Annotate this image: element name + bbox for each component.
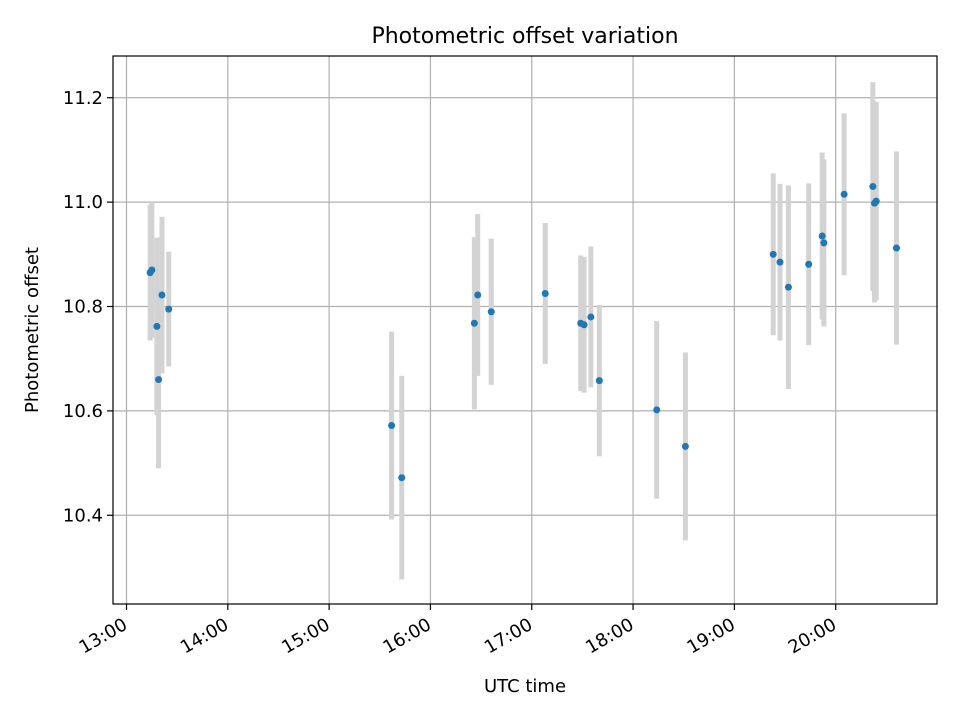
data-point: [595, 377, 603, 385]
x-axis-label: UTC time: [484, 676, 566, 697]
data-point: [155, 376, 163, 384]
data-point: [474, 291, 482, 299]
data-point: [148, 266, 156, 274]
chart-title: Photometric offset variation: [371, 24, 678, 49]
data-point: [818, 232, 826, 240]
data-point: [872, 197, 880, 205]
data-point: [840, 190, 848, 198]
data-point: [165, 305, 173, 313]
data-point: [153, 322, 161, 330]
plot-frame: [112, 55, 938, 605]
x-tick-label: 19:00: [683, 614, 738, 658]
y-axis-label: Photometric offset: [22, 247, 43, 413]
y-tick-label: 10.8: [63, 297, 103, 318]
data-point: [470, 319, 478, 327]
x-tick-label: 13:00: [76, 614, 131, 658]
x-tick-label: 14:00: [177, 614, 232, 658]
data-point: [158, 291, 166, 299]
x-axis-ticks: 13:00 14:00 15:00 16:00 17:00 18:00 19:00 20:00: [76, 604, 840, 658]
x-tick-label: 20:00: [785, 614, 840, 658]
grid-lines: [113, 56, 937, 604]
y-tick-label: 11.2: [63, 88, 103, 109]
data-point: [580, 321, 588, 329]
data-point: [681, 442, 689, 450]
data-points: [146, 182, 900, 482]
data-point: [892, 244, 900, 252]
x-tick-label: 16:00: [380, 614, 435, 658]
x-tick-label: 15:00: [278, 614, 333, 658]
data-point: [388, 422, 396, 430]
data-point: [869, 182, 877, 190]
x-tick-label: 17:00: [481, 614, 536, 658]
data-point: [820, 239, 828, 247]
data-point: [587, 313, 595, 321]
x-tick-label: 18:00: [582, 614, 637, 658]
data-point: [653, 406, 661, 414]
y-tick-label: 10.4: [63, 505, 103, 526]
y-tick-label: 11.0: [63, 192, 103, 213]
y-tick-label: 10.6: [63, 401, 103, 422]
data-point: [487, 308, 495, 316]
error-bars: [147, 82, 899, 580]
data-point: [805, 260, 813, 268]
data-point: [769, 250, 777, 258]
data-point: [398, 474, 406, 482]
data-point: [776, 258, 784, 266]
data-point: [541, 289, 549, 297]
y-axis-ticks: 10.4 10.6 10.8 11.0 11.2: [63, 88, 113, 526]
data-point: [784, 283, 792, 291]
